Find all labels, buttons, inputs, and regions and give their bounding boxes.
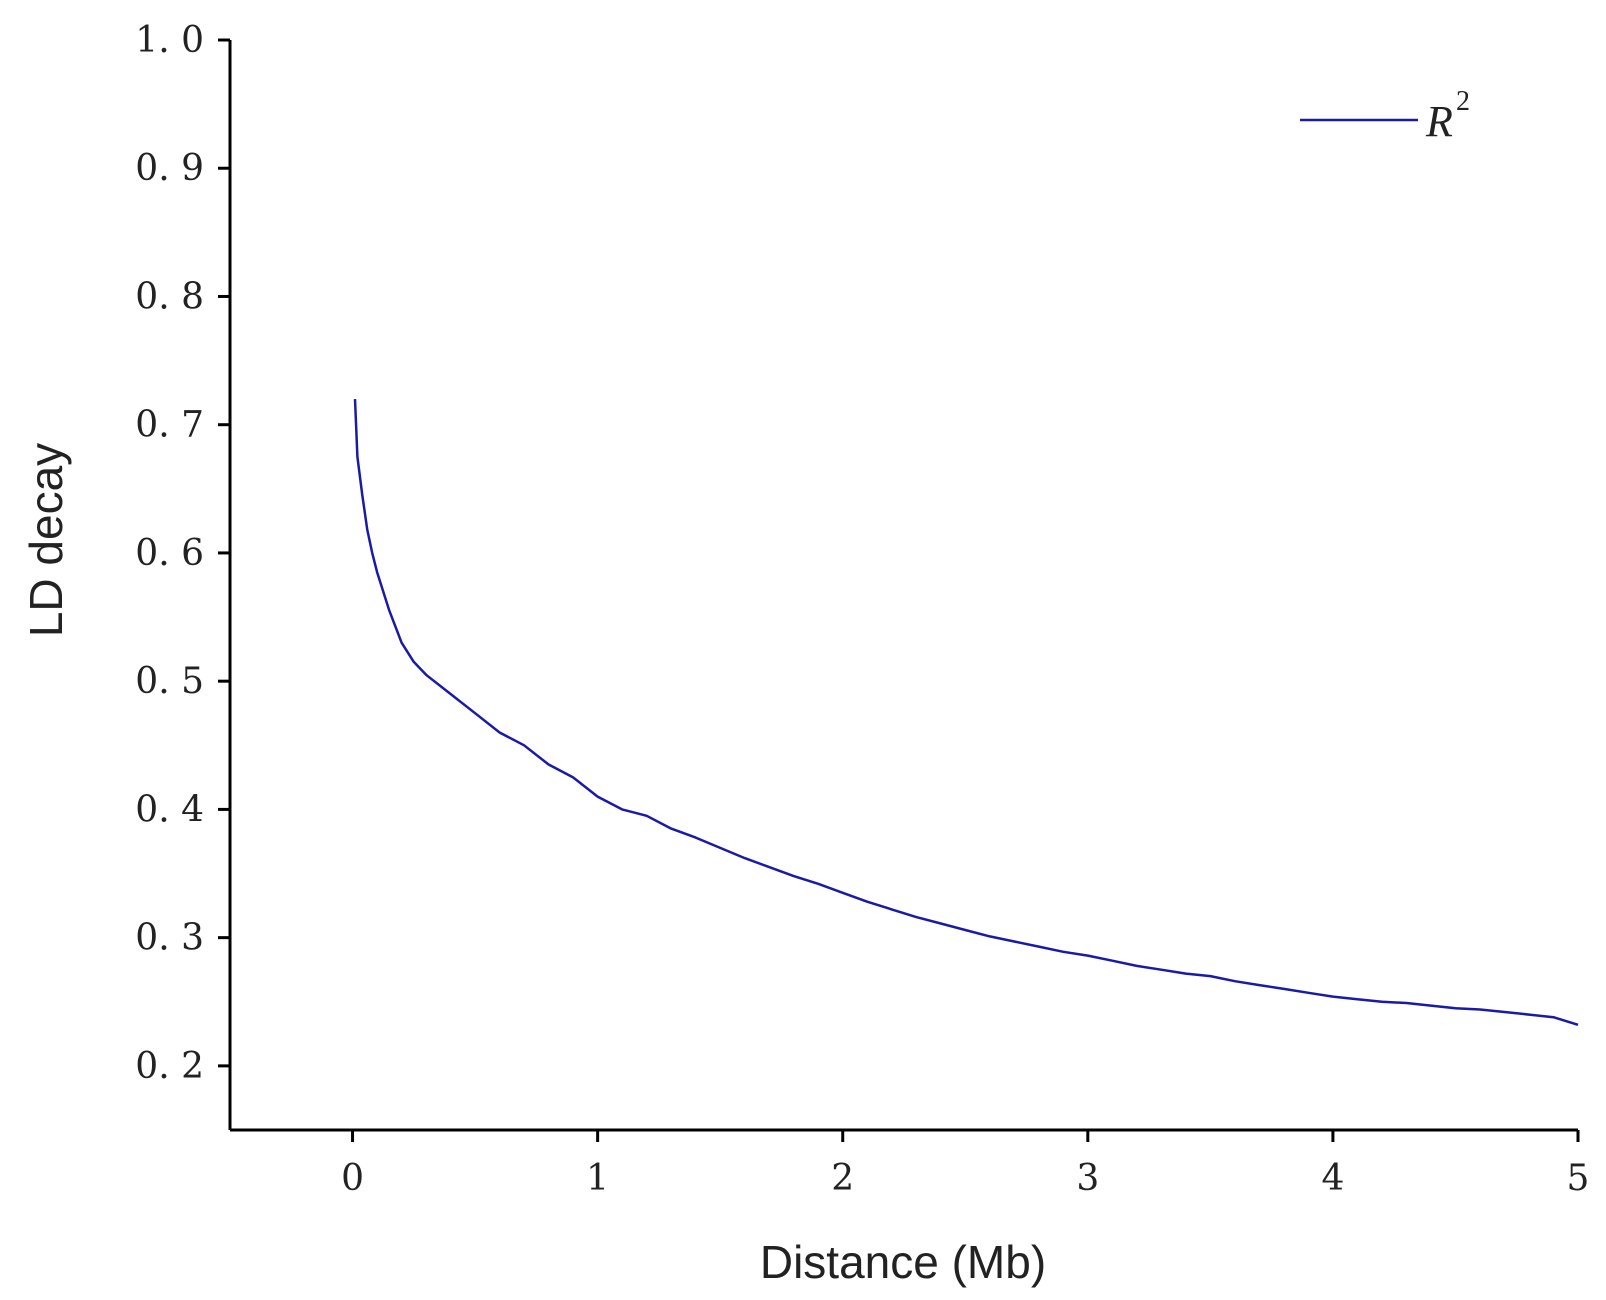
y-tick-label: 0. 3 <box>135 918 204 959</box>
y-tick-label: 0. 6 <box>135 533 204 574</box>
x-axis-ticks: 0 1 2 3 4 5 <box>341 1130 1589 1199</box>
y-tick-label: 0. 5 <box>135 661 204 702</box>
y-tick-label: 0. 9 <box>135 148 204 189</box>
axes <box>228 40 1578 1132</box>
x-tick-label: 4 <box>1321 1158 1344 1199</box>
series-layer <box>353 399 1579 1026</box>
x-tick-label: 3 <box>1076 1158 1099 1199</box>
x-axis-label: Distance (Mb) <box>760 1236 1046 1288</box>
y-tick-label: 1. 0 <box>135 20 204 61</box>
y-axis-label: LD decay <box>20 443 72 637</box>
x-tick-label: 2 <box>831 1158 854 1199</box>
y-tick-label: 0. 7 <box>135 405 204 446</box>
x-tick-label: 5 <box>1567 1158 1590 1199</box>
legend-label: R <box>1425 97 1453 146</box>
y-axis-ticks: 0. 2 0. 3 0. 4 0. 5 0. 6 0. 7 0. 8 0. 9 1. 0 <box>135 20 230 1087</box>
y-tick-label: 0. 2 <box>135 1046 204 1087</box>
series-line-r2 <box>353 399 1579 1026</box>
legend-label-superscript: 2 <box>1456 86 1470 117</box>
x-tick-label: 1 <box>586 1158 609 1199</box>
y-tick-label: 0. 8 <box>135 276 204 317</box>
y-tick-label: 0. 4 <box>135 789 204 830</box>
x-tick-label: 0 <box>341 1158 364 1199</box>
